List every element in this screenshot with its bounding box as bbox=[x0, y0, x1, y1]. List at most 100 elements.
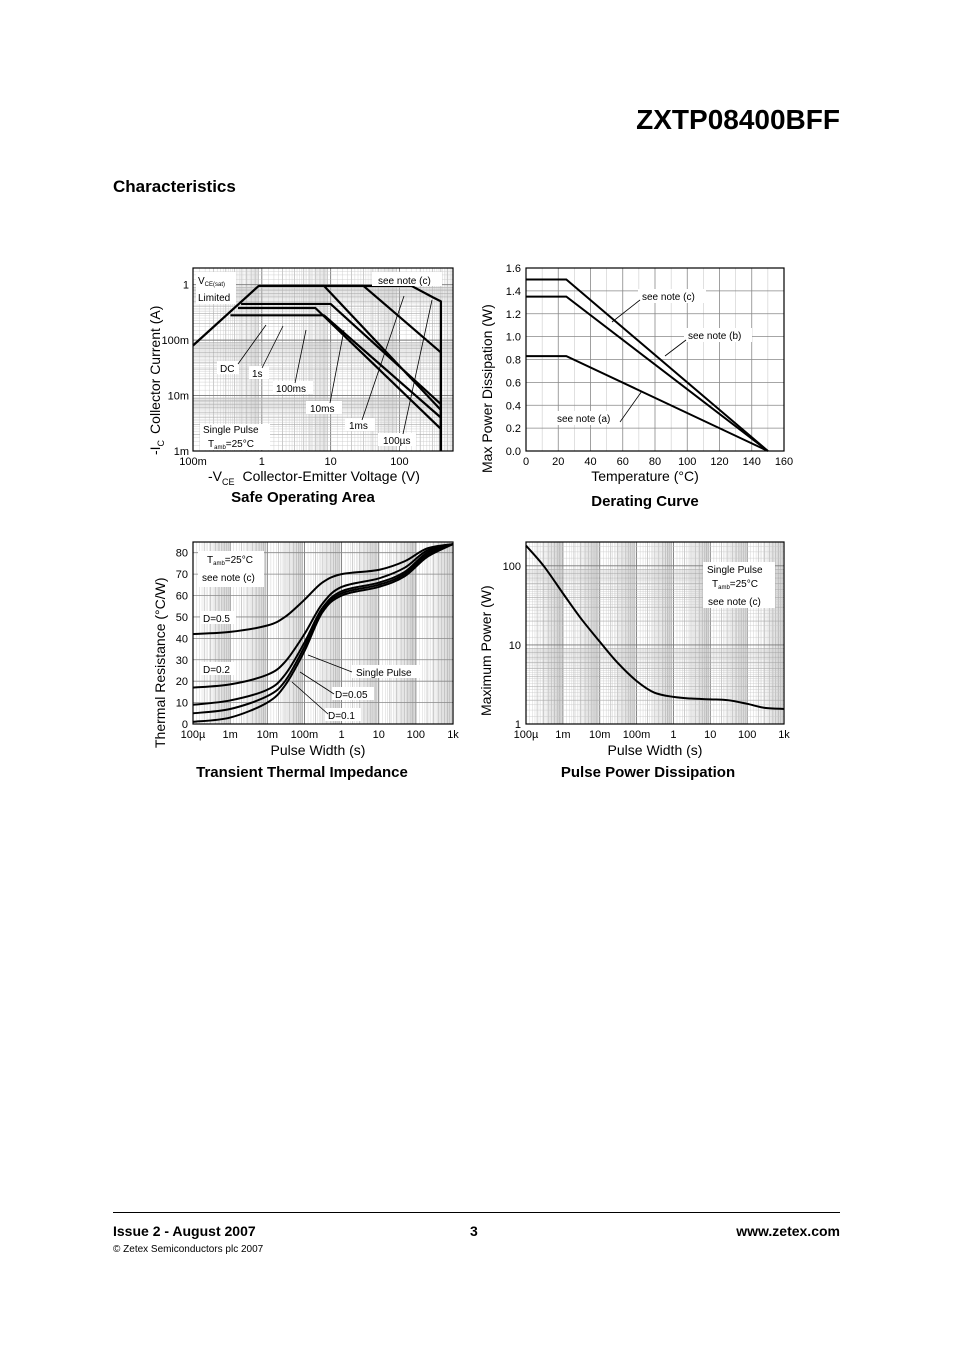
ppd-note-bg bbox=[703, 562, 775, 608]
soa-1ms-label-bg bbox=[345, 418, 375, 431]
transient-x-tick-label: 10m bbox=[257, 729, 278, 741]
derating-y-tick-label: 0.8 bbox=[506, 355, 521, 367]
transient-y-tick-label: 0 bbox=[182, 719, 188, 731]
transient-chart: 100µ 1m 10m 100m 1 10 100 1k 0 10 20 30 40 50 60 70 80 T… bbox=[152, 541, 459, 781]
soa-title: Safe Operating Area bbox=[231, 489, 375, 506]
soa-y-tick-label: 1 bbox=[183, 280, 189, 292]
derating-y-tick-label: 1.0 bbox=[506, 332, 521, 344]
transient-series-group bbox=[192, 543, 454, 723]
derating-x-tick-label: 140 bbox=[743, 456, 761, 468]
pulse-power-x-tick-label: 10 bbox=[704, 729, 716, 741]
soa-label-dc: DC bbox=[220, 364, 234, 375]
soa-y-tick-label: 10m bbox=[168, 391, 189, 403]
tti-tamb-bg bbox=[198, 551, 264, 587]
pulse-power-series-line bbox=[525, 544, 785, 710]
derating-xlabel: Temperature (°C) bbox=[591, 468, 699, 484]
pulse-power-chart: 100µ 1m 10m 100m 1 10 100 1k 1 10 100 Single Pulse… bbox=[478, 541, 791, 781]
derating-y-tick-label: 1.2 bbox=[506, 309, 521, 321]
footer-page-number: 3 bbox=[470, 1223, 478, 1239]
soa-vce-label: VCE(sat) bbox=[198, 276, 225, 288]
transient-x-tick-label: 100 bbox=[407, 729, 425, 741]
transient-y-tick-label: 70 bbox=[176, 569, 188, 581]
transient-x-tick-label: 100µ bbox=[181, 729, 206, 741]
soa-vce-label-bg bbox=[196, 272, 236, 304]
soa-x-tick-label: 10 bbox=[325, 456, 337, 468]
pulse-power-x-tick-label: 1m bbox=[555, 729, 570, 741]
footer-issue: Issue 2 - August 2007 bbox=[113, 1223, 256, 1239]
pulse-power-ylabel: Maximum Power (W) bbox=[478, 585, 494, 716]
transient-series-line bbox=[192, 543, 454, 715]
soa-x-tick-label: 100 bbox=[390, 456, 408, 468]
pulse-power-x-tick-label: 10m bbox=[589, 729, 610, 741]
soa-label-1ms: 1ms bbox=[349, 421, 368, 432]
derating-y-tick-label: 1.4 bbox=[506, 286, 521, 298]
soa-label-1s: 1s bbox=[252, 369, 263, 380]
soa-label-100ms: 100ms bbox=[276, 384, 306, 395]
ppd-tamb: Tamb=25°C bbox=[712, 579, 758, 591]
derating-x-tick-label: 20 bbox=[552, 456, 564, 468]
soa-series-group bbox=[192, 284, 442, 451]
derating-y-tick-label: 0.2 bbox=[506, 423, 521, 435]
derating-y-tick-label: 0.6 bbox=[506, 377, 521, 389]
footer-rule bbox=[113, 1212, 840, 1213]
pulse-power-xlabel: Pulse Width (s) bbox=[608, 742, 703, 758]
ppd-see-note: see note (c) bbox=[708, 597, 761, 608]
tti-d005-bg bbox=[332, 687, 374, 700]
derating-ylabel: Max Power Dissipation (W) bbox=[479, 304, 495, 473]
transient-plot-frame bbox=[192, 541, 454, 725]
derating-x-tick-label: 120 bbox=[710, 456, 728, 468]
soa-tamb: Tamb=25°C bbox=[208, 439, 254, 451]
transient-x-tick-label: 10 bbox=[373, 729, 385, 741]
soa-x-tick-label: 1 bbox=[259, 456, 265, 468]
der-note-a: see note (a) bbox=[557, 414, 610, 425]
der-leader-lines bbox=[611, 299, 687, 423]
soa-x-tick-label: 100m bbox=[179, 456, 207, 468]
soa-chart: 100m 1 10 100 1m 10m 100m 1 VCE(sat) Limited se… bbox=[147, 267, 454, 506]
soa-100us-label-bg bbox=[378, 433, 416, 446]
transient-y-tick-label: 50 bbox=[176, 612, 188, 624]
derating-series-line bbox=[526, 278, 769, 452]
part-number: ZXTP08400BFF bbox=[636, 104, 840, 135]
derating-y-tick-label: 0.4 bbox=[506, 400, 521, 412]
derating-x-tick-label: 40 bbox=[584, 456, 596, 468]
transient-series-line bbox=[192, 543, 454, 706]
tti-sp-bg bbox=[352, 665, 422, 678]
soa-see-note: see note (c) bbox=[378, 276, 431, 287]
transient-y-tick-label: 60 bbox=[176, 591, 188, 603]
soa-100ms-label-bg bbox=[273, 381, 313, 394]
transient-xlabel: Pulse Width (s) bbox=[271, 742, 366, 758]
derating-series-group bbox=[526, 278, 769, 452]
soa-y-tick-label: 100m bbox=[161, 335, 189, 347]
soa-pulse-bg bbox=[200, 424, 270, 450]
der-note-c: see note (c) bbox=[642, 292, 695, 303]
derating-series-line bbox=[526, 355, 769, 452]
derating-x-tick-label: 160 bbox=[775, 456, 793, 468]
derating-y-tick-label: 1.6 bbox=[506, 263, 521, 275]
tti-leader-lines bbox=[291, 654, 353, 715]
pulse-power-x-tick-label: 100µ bbox=[514, 729, 539, 741]
soa-note-bg bbox=[372, 272, 442, 286]
pulse-power-y-tick-label: 10 bbox=[509, 640, 521, 652]
der-note-b-bg bbox=[684, 328, 752, 342]
der-note-c-bg bbox=[638, 289, 706, 303]
derating-y-tick-label: 0.0 bbox=[506, 446, 521, 458]
pulse-power-tick-labels: 100µ 1m 10m 100m 1 10 100 1k 1 10 100 bbox=[503, 561, 791, 741]
pulse-power-y-tick-label: 100 bbox=[503, 561, 521, 573]
transient-series-line bbox=[192, 543, 454, 723]
soa-label-10ms: 10ms bbox=[310, 404, 334, 415]
derating-plot-frame bbox=[525, 267, 785, 452]
derating-series-line bbox=[526, 295, 769, 452]
pulse-power-y-tick-label: 1 bbox=[515, 719, 521, 731]
footer-website[interactable]: www.zetex.com bbox=[736, 1223, 840, 1239]
footer-copyright: © Zetex Semiconductors plc 2007 bbox=[113, 1244, 264, 1255]
derating-chart: 0 20 40 60 80 100 120 140 160 0.0 0.2 0.4 0.6 0.8 1.0 1… bbox=[479, 263, 793, 510]
tti-d05-bg bbox=[200, 611, 236, 624]
soa-label-100us: 100µs bbox=[383, 436, 410, 447]
tti-label-d01: D=0.1 bbox=[328, 711, 355, 722]
soa-plot-frame bbox=[192, 267, 454, 452]
tti-label-d005: D=0.05 bbox=[335, 690, 368, 701]
transient-x-tick-label: 100m bbox=[291, 729, 319, 741]
transient-y-tick-label: 30 bbox=[176, 655, 188, 667]
pulse-power-x-tick-label: 1 bbox=[670, 729, 676, 741]
